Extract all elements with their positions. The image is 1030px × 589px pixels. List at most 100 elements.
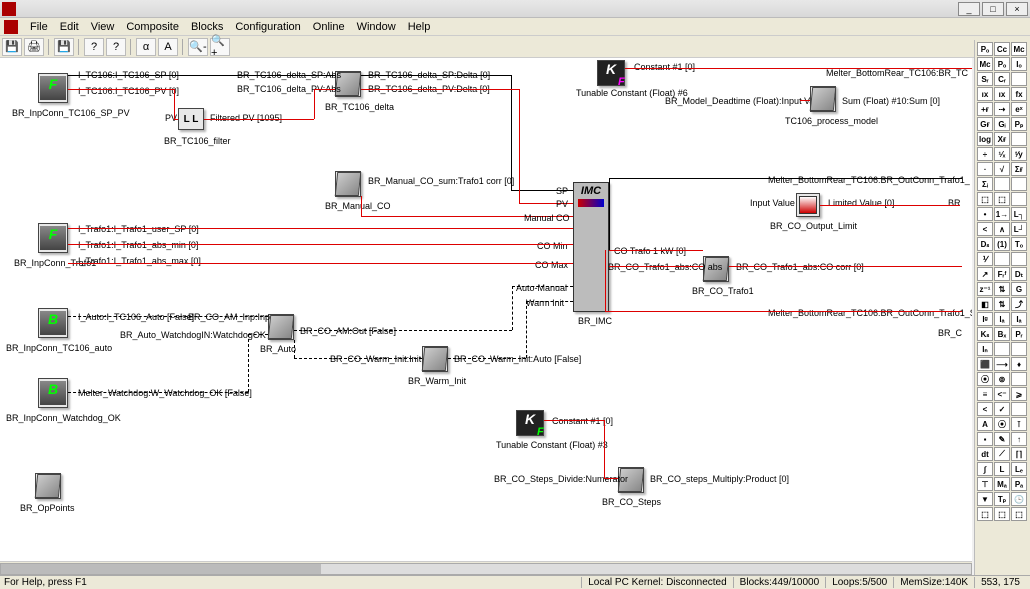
palette-cell[interactable]	[994, 252, 1010, 266]
palette-cell[interactable]	[1011, 72, 1027, 86]
palette-cell[interactable]: L	[994, 462, 1010, 476]
palette-cell[interactable]: Iₐ	[1011, 312, 1027, 326]
menu-blocks[interactable]: Blocks	[191, 21, 223, 33]
workspace[interactable]: BR_InpConn_TC106_SP_PV I_TC106:I_TC106_S…	[0, 58, 972, 561]
menu-online[interactable]: Online	[313, 21, 345, 33]
palette-cell[interactable]: A	[977, 417, 993, 431]
menu-configuration[interactable]: Configuration	[235, 21, 300, 33]
block-imc[interactable]: IMC	[573, 182, 609, 312]
toolbar-save2[interactable]: 💾	[54, 38, 74, 56]
palette-cell[interactable]: Fᵣᶠ	[994, 267, 1010, 281]
palette-cell[interactable]: Pₐ	[1011, 477, 1027, 491]
palette-cell[interactable]	[1011, 342, 1027, 356]
palette-cell[interactable]: eˣ	[1011, 102, 1027, 116]
palette-cell[interactable]: Pₚ	[1011, 117, 1027, 131]
palette-cell[interactable]: Cᵣ	[994, 72, 1010, 86]
palette-cell[interactable]: ⩾	[1011, 387, 1027, 401]
palette-cell[interactable]: ⟶	[994, 357, 1010, 371]
maximize-button[interactable]: □	[982, 2, 1004, 16]
palette-cell[interactable]: Iₒ	[1011, 57, 1027, 71]
toolbar-print[interactable]: 🖨	[24, 38, 44, 56]
minimize-button[interactable]: _	[958, 2, 980, 16]
palette-cell[interactable]: ♦	[1011, 357, 1027, 371]
palette-cell[interactable]: ⦿	[994, 417, 1010, 431]
block-inp-auto[interactable]	[38, 308, 68, 338]
palette-cell[interactable]: Dₜ	[1011, 267, 1027, 281]
palette-cell[interactable]: ıx	[994, 87, 1010, 101]
palette-cell[interactable]: √	[994, 162, 1010, 176]
palette-cell[interactable]: Cc	[994, 42, 1010, 56]
palette-cell[interactable]: ⇢	[994, 102, 1010, 116]
palette-cell[interactable]: Kₛ	[977, 327, 993, 341]
block-manual-co[interactable]	[335, 171, 361, 197]
palette-cell[interactable]: ⬚	[994, 507, 1010, 521]
palette-cell[interactable]: ⌈⌉	[1011, 447, 1027, 461]
palette-cell[interactable]: Mc	[977, 57, 993, 71]
block-inp-watchdog[interactable]	[38, 378, 68, 408]
palette-cell[interactable]: Pₒ	[977, 42, 993, 56]
palette-cell[interactable]: ⊤	[977, 477, 993, 491]
palette-cell[interactable]: <	[977, 402, 993, 416]
palette-cell[interactable]: L┘	[1011, 222, 1027, 236]
toolbar-help[interactable]: ?	[84, 38, 104, 56]
palette-cell[interactable]: ≡	[977, 387, 993, 401]
block-inp-trafo1[interactable]	[38, 223, 68, 253]
horizontal-scrollbar[interactable]	[0, 561, 972, 575]
palette-cell[interactable]	[1011, 132, 1027, 146]
palette-cell[interactable]: Tₒ	[1011, 237, 1027, 251]
palette-cell[interactable]: ¹⁄ₓ	[994, 147, 1010, 161]
palette-cell[interactable]: Mₐ	[994, 477, 1010, 491]
block-auto[interactable]	[268, 314, 294, 340]
toolbar-aa[interactable]: A	[158, 38, 178, 56]
palette-cell[interactable]	[1011, 177, 1027, 191]
palette-cell[interactable]: ⇅	[994, 282, 1010, 296]
palette-cell[interactable]: <⁻	[994, 387, 1010, 401]
palette-cell[interactable]: fx	[1011, 87, 1027, 101]
scroll-thumb[interactable]	[1, 564, 321, 574]
palette-cell[interactable]: ⦿	[977, 372, 993, 386]
palette-cell[interactable]: ↗	[977, 267, 993, 281]
menu-file[interactable]: File	[30, 21, 48, 33]
palette-cell[interactable]: Iₙ	[977, 342, 993, 356]
palette-cell[interactable]: ⬚	[994, 192, 1010, 206]
palette-cell[interactable]: •	[977, 207, 993, 221]
palette-cell[interactable]: ⬛	[977, 357, 993, 371]
palette-cell[interactable]: z⁻¹	[977, 282, 993, 296]
menu-edit[interactable]: Edit	[60, 21, 79, 33]
palette-cell[interactable]	[1011, 402, 1027, 416]
palette-cell[interactable]: <	[977, 222, 993, 236]
palette-cell[interactable]	[994, 342, 1010, 356]
menu-window[interactable]: Window	[357, 21, 396, 33]
palette-cell[interactable]	[994, 177, 1010, 191]
palette-cell[interactable]: dt	[977, 447, 993, 461]
palette-cell[interactable]: ∫	[977, 462, 993, 476]
block-warm-init[interactable]	[422, 346, 448, 372]
palette-cell[interactable]: Pᵣ	[1011, 327, 1027, 341]
block-output-limit[interactable]	[796, 193, 820, 217]
palette-cell[interactable]: Pₒ	[994, 57, 1010, 71]
palette-cell[interactable]: ✓	[994, 402, 1010, 416]
palette-cell[interactable]: Bₓ	[994, 327, 1010, 341]
palette-cell[interactable]	[1011, 372, 1027, 386]
palette-cell[interactable]: ∧	[994, 222, 1010, 236]
block-filter[interactable]: L L	[178, 108, 204, 130]
menu-view[interactable]: View	[91, 21, 115, 33]
palette-cell[interactable]: log	[977, 132, 993, 146]
toolbar-alpha[interactable]: α	[136, 38, 156, 56]
palette-cell[interactable]: Sᵣ	[977, 72, 993, 86]
palette-cell[interactable]: Mc	[1011, 42, 1027, 56]
palette-cell[interactable]: (1)	[994, 237, 1010, 251]
palette-cell[interactable]: ıx	[977, 87, 993, 101]
block-inp-sp-pv[interactable]	[38, 73, 68, 103]
palette-cell[interactable]: ⬚	[977, 507, 993, 521]
palette-cell[interactable]: ▼	[977, 492, 993, 506]
palette-cell[interactable]: Gᵢ	[994, 117, 1010, 131]
palette-cell[interactable]: Xғ	[994, 132, 1010, 146]
palette-cell[interactable]: 🕒	[1011, 492, 1027, 506]
palette-cell[interactable]: ⇅	[994, 297, 1010, 311]
toolbar-zoom-out[interactable]: 🔍-	[188, 38, 208, 56]
palette-cell[interactable]: ↑	[1011, 432, 1027, 446]
palette-cell[interactable]: ᵗ⁄y	[1011, 147, 1027, 161]
palette-cell[interactable]: ÷	[977, 147, 993, 161]
block-process-model[interactable]	[810, 86, 836, 112]
